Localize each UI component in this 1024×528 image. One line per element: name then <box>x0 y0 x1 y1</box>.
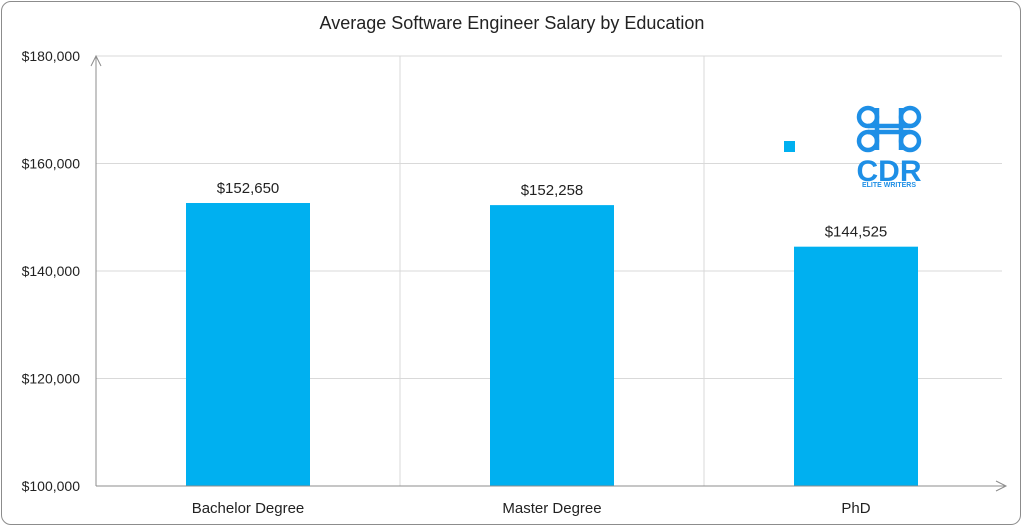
data-label: $152,258 <box>521 182 584 199</box>
chart-title: Average Software Engineer Salary by Educ… <box>319 13 705 33</box>
y-axis-tick-labels: $100,000 $120,000 $140,000 $160,000 $180,000 <box>22 48 81 494</box>
y-axis-arrow <box>90 54 102 67</box>
axes <box>90 54 1008 492</box>
x-tick-label: PhD <box>841 500 870 517</box>
logo-square-marker <box>784 141 795 152</box>
bar <box>490 205 614 486</box>
x-tick-label: Bachelor Degree <box>192 500 305 517</box>
y-tick-label: $140,000 <box>22 263 81 279</box>
y-tick-label: $120,000 <box>22 371 81 387</box>
data-labels: $152,650 $152,258 $144,525 <box>217 180 888 241</box>
y-tick-label: $160,000 <box>22 156 81 172</box>
y-tick-label: $100,000 <box>22 478 81 494</box>
x-tick-label: Master Degree <box>502 500 601 517</box>
x-axis-arrow <box>995 480 1008 492</box>
bars <box>186 203 918 486</box>
bar <box>794 246 918 486</box>
x-axis-tick-labels: Bachelor Degree Master Degree PhD <box>192 500 871 517</box>
bar <box>186 203 310 486</box>
command-key-icon <box>856 105 922 153</box>
logo-tagline: ELITE WRITERS <box>862 182 916 189</box>
data-label: $144,525 <box>825 224 888 241</box>
cdr-logo: CDR ELITE WRITERS <box>784 105 922 189</box>
y-tick-label: $180,000 <box>22 48 81 64</box>
data-label: $152,650 <box>217 180 280 197</box>
logo-mark: CDR <box>857 155 922 188</box>
